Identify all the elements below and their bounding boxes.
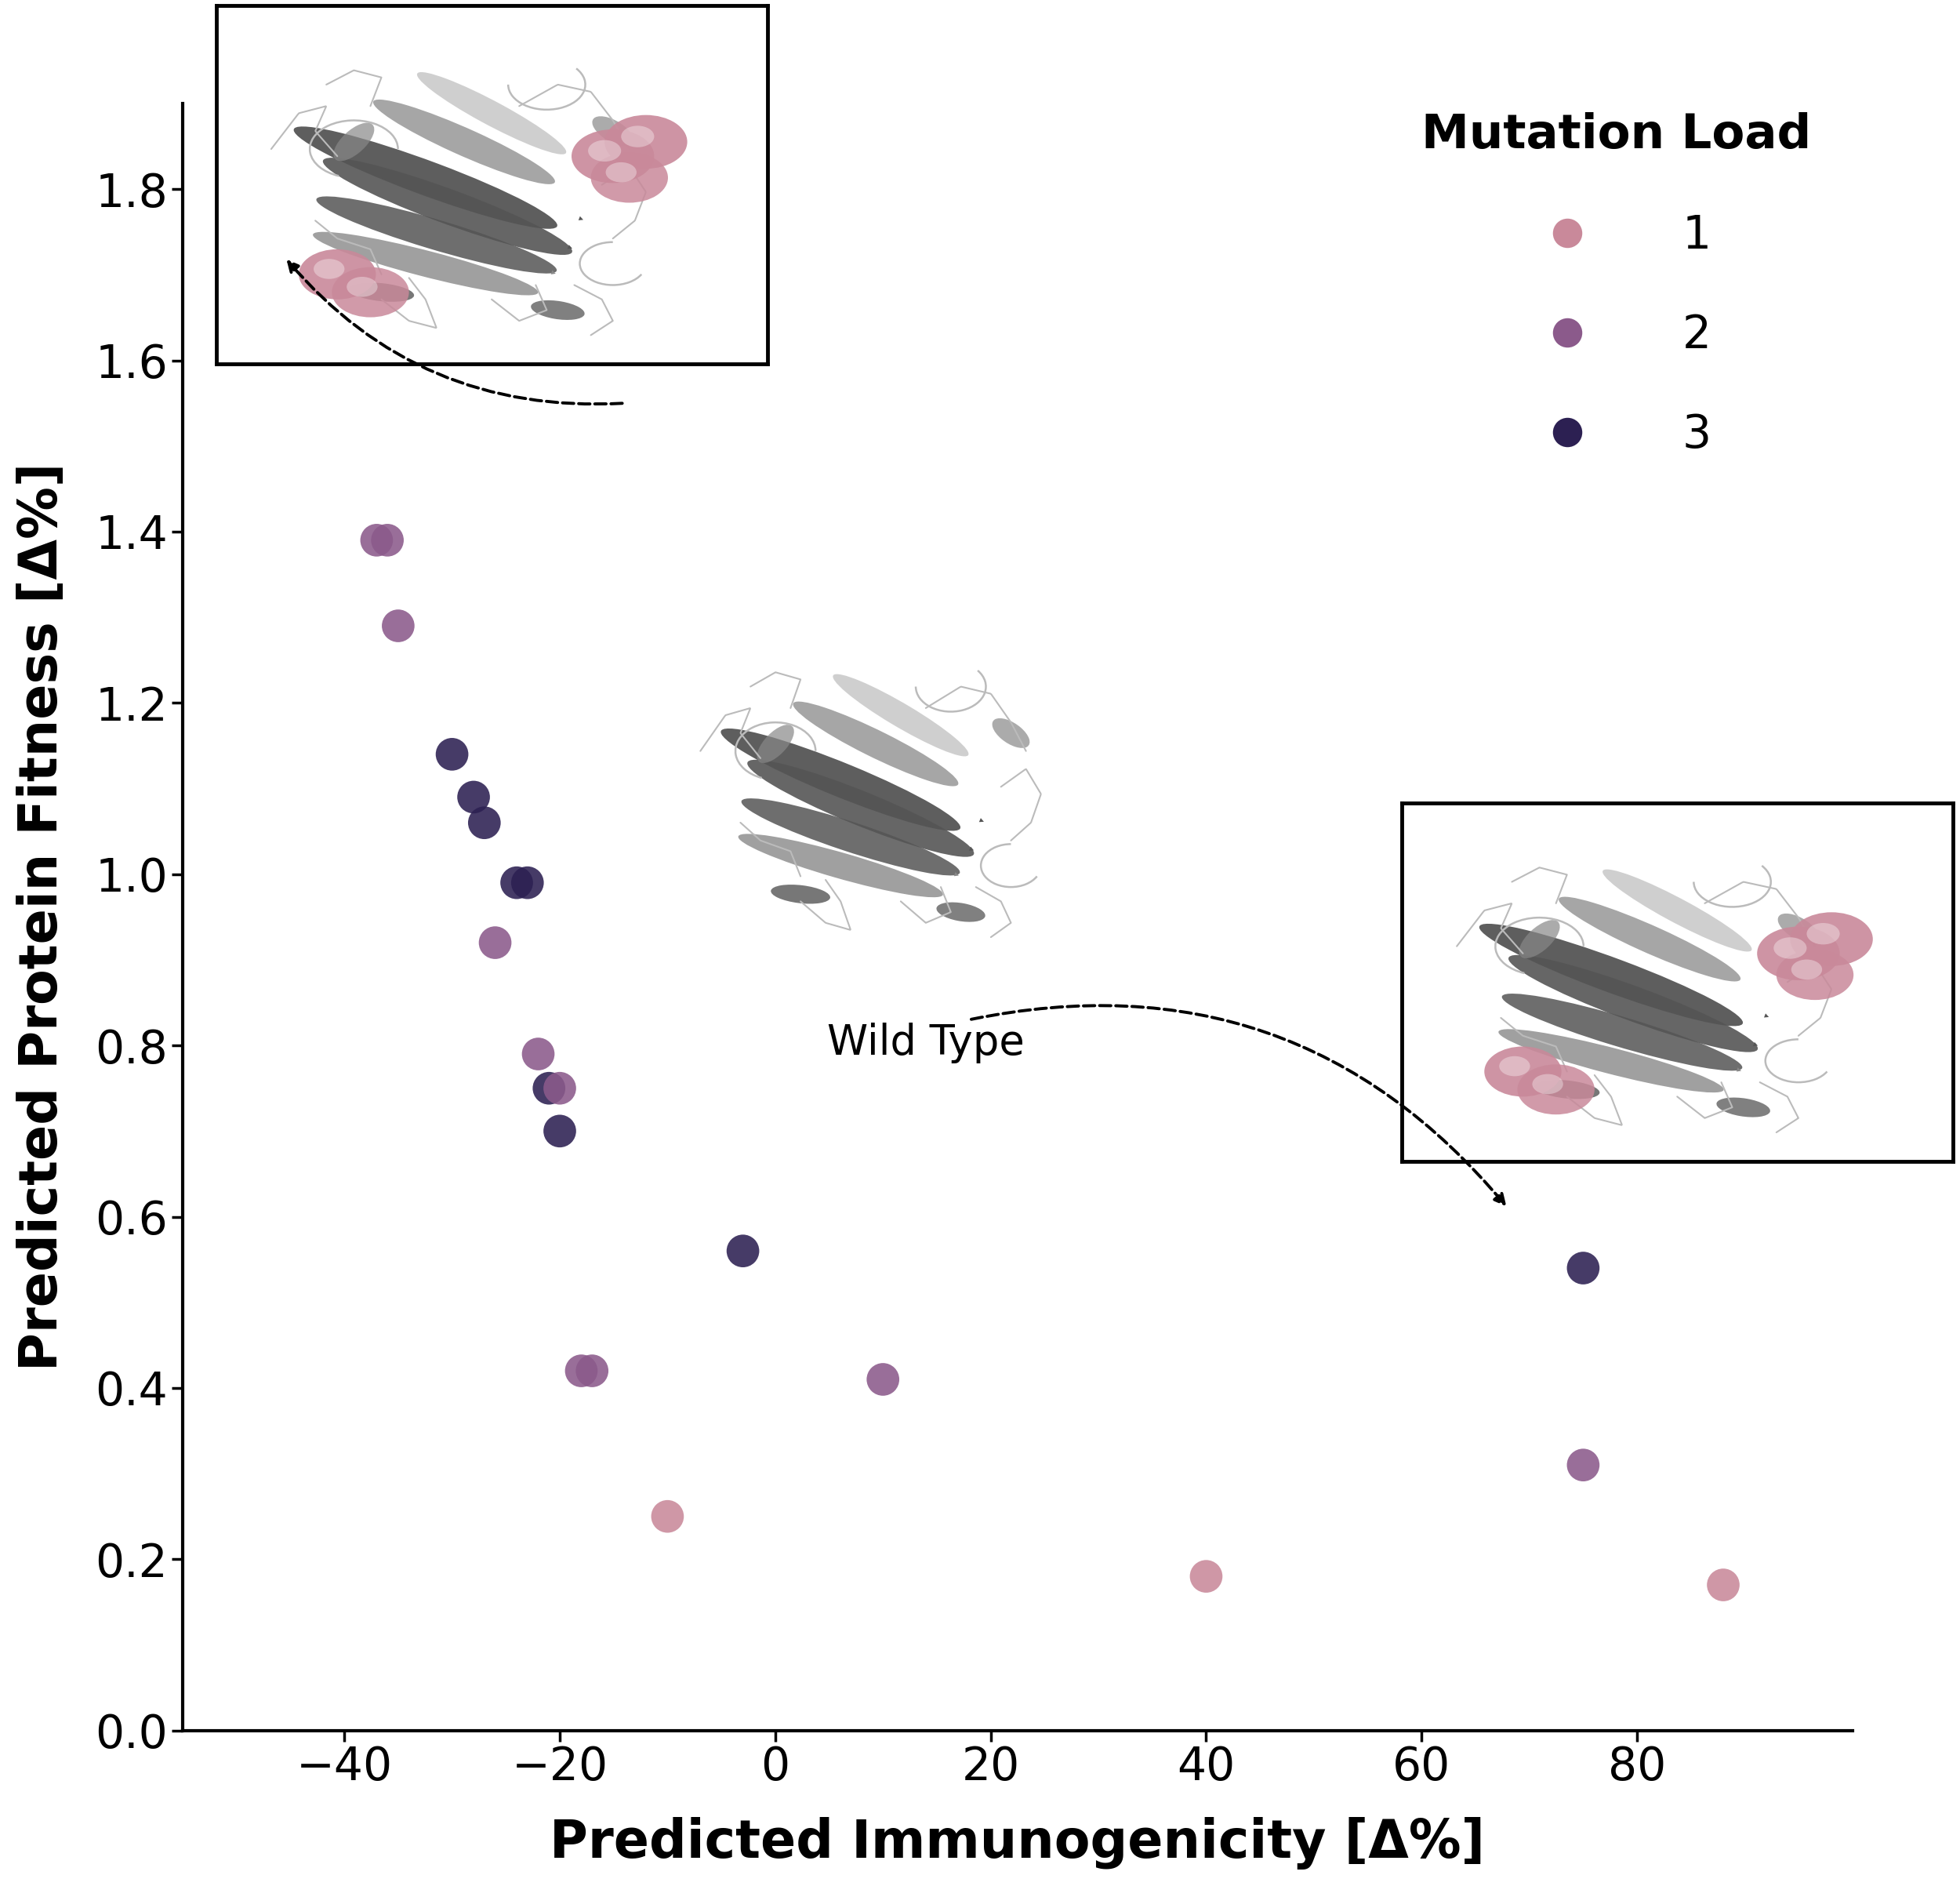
Point (502, 868, 533, 898)
X-axis label: Predicted Immunogenicity [Δ%]: Predicted Immunogenicity [Δ%] (551, 1816, 1486, 1869)
Point (866, 1364, 898, 1394)
Point (653, 1501, 684, 1531)
Point (512, 868, 543, 898)
Point (533, 1073, 564, 1103)
Point (523, 1039, 555, 1069)
Point (459, 783, 490, 813)
Point (1568, 1450, 1599, 1481)
Point (1568, 1252, 1599, 1282)
Point (265, 251, 296, 281)
Y-axis label: Predicted Protein Fitness [Δ%]: Predicted Protein Fitness [Δ%] (16, 462, 69, 1371)
Point (372, 524, 404, 554)
Point (437, 739, 468, 769)
Point (361, 524, 392, 554)
Text: Wild Type: Wild Type (827, 1022, 1025, 1064)
Point (545, 1117, 576, 1147)
Point (480, 928, 512, 958)
Point (382, 611, 414, 641)
Point (545, 1073, 576, 1103)
Point (1707, 1569, 1739, 1599)
Point (727, 1235, 759, 1266)
Point (468, 807, 500, 837)
Legend: 1, 2, 3: 1, 2, 3 (1403, 94, 1829, 475)
Point (1190, 1562, 1221, 1592)
Point (576, 1356, 608, 1386)
Point (566, 1356, 598, 1386)
